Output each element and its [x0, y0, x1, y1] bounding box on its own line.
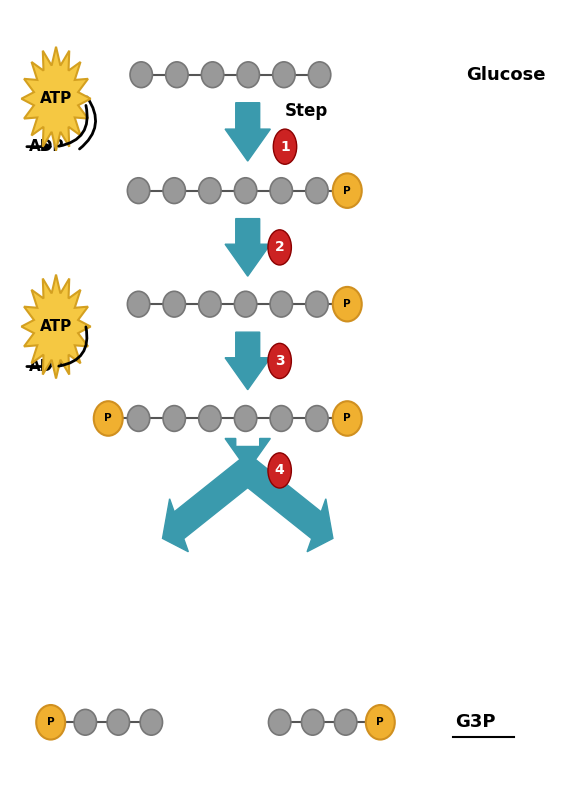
- Ellipse shape: [140, 709, 163, 735]
- Ellipse shape: [163, 291, 186, 317]
- Ellipse shape: [199, 406, 221, 431]
- FancyArrow shape: [163, 457, 252, 551]
- Ellipse shape: [94, 401, 123, 436]
- Ellipse shape: [309, 62, 331, 88]
- Ellipse shape: [234, 406, 257, 431]
- Text: ADP: ADP: [29, 139, 65, 155]
- FancyArrowPatch shape: [59, 105, 87, 147]
- Ellipse shape: [163, 406, 186, 431]
- Text: 1: 1: [280, 140, 290, 154]
- Circle shape: [268, 344, 291, 378]
- Text: 3: 3: [275, 354, 284, 368]
- FancyArrow shape: [225, 219, 270, 276]
- Text: Glucose: Glucose: [466, 66, 545, 84]
- Text: P: P: [376, 717, 384, 727]
- Ellipse shape: [366, 705, 395, 740]
- Ellipse shape: [199, 291, 221, 317]
- Ellipse shape: [273, 62, 295, 88]
- Ellipse shape: [237, 62, 259, 88]
- Ellipse shape: [301, 709, 324, 735]
- Ellipse shape: [270, 291, 292, 317]
- Circle shape: [268, 229, 291, 265]
- Ellipse shape: [127, 178, 150, 204]
- Ellipse shape: [234, 178, 257, 204]
- Text: P: P: [343, 414, 351, 423]
- Ellipse shape: [269, 709, 291, 735]
- FancyArrow shape: [225, 439, 270, 470]
- Ellipse shape: [163, 178, 186, 204]
- Text: 4: 4: [275, 464, 284, 477]
- Text: ATP: ATP: [40, 91, 72, 106]
- Ellipse shape: [270, 178, 292, 204]
- Text: P: P: [47, 717, 54, 727]
- FancyArrow shape: [225, 103, 270, 161]
- Ellipse shape: [127, 291, 150, 317]
- FancyArrow shape: [225, 332, 270, 390]
- Ellipse shape: [333, 173, 362, 208]
- Text: G3P: G3P: [456, 713, 496, 731]
- Ellipse shape: [270, 406, 292, 431]
- Ellipse shape: [127, 406, 150, 431]
- Ellipse shape: [165, 62, 188, 88]
- Ellipse shape: [201, 62, 224, 88]
- Ellipse shape: [234, 291, 257, 317]
- Text: ATP: ATP: [40, 319, 72, 334]
- Ellipse shape: [107, 709, 130, 735]
- Circle shape: [268, 453, 291, 488]
- Polygon shape: [21, 47, 91, 151]
- Ellipse shape: [334, 709, 357, 735]
- Ellipse shape: [130, 62, 153, 88]
- Text: Step: Step: [285, 101, 328, 120]
- FancyArrow shape: [243, 457, 333, 551]
- Ellipse shape: [199, 178, 221, 204]
- Text: ADP: ADP: [29, 359, 65, 374]
- Ellipse shape: [333, 401, 362, 436]
- Ellipse shape: [306, 291, 328, 317]
- Circle shape: [273, 129, 297, 164]
- Text: P: P: [343, 299, 351, 309]
- Text: 2: 2: [275, 241, 284, 254]
- Text: P: P: [343, 186, 351, 196]
- FancyArrowPatch shape: [59, 327, 87, 366]
- Polygon shape: [21, 275, 91, 378]
- Ellipse shape: [306, 178, 328, 204]
- Ellipse shape: [306, 406, 328, 431]
- Ellipse shape: [333, 287, 362, 321]
- Text: P: P: [104, 414, 112, 423]
- Ellipse shape: [74, 709, 96, 735]
- Ellipse shape: [36, 705, 65, 740]
